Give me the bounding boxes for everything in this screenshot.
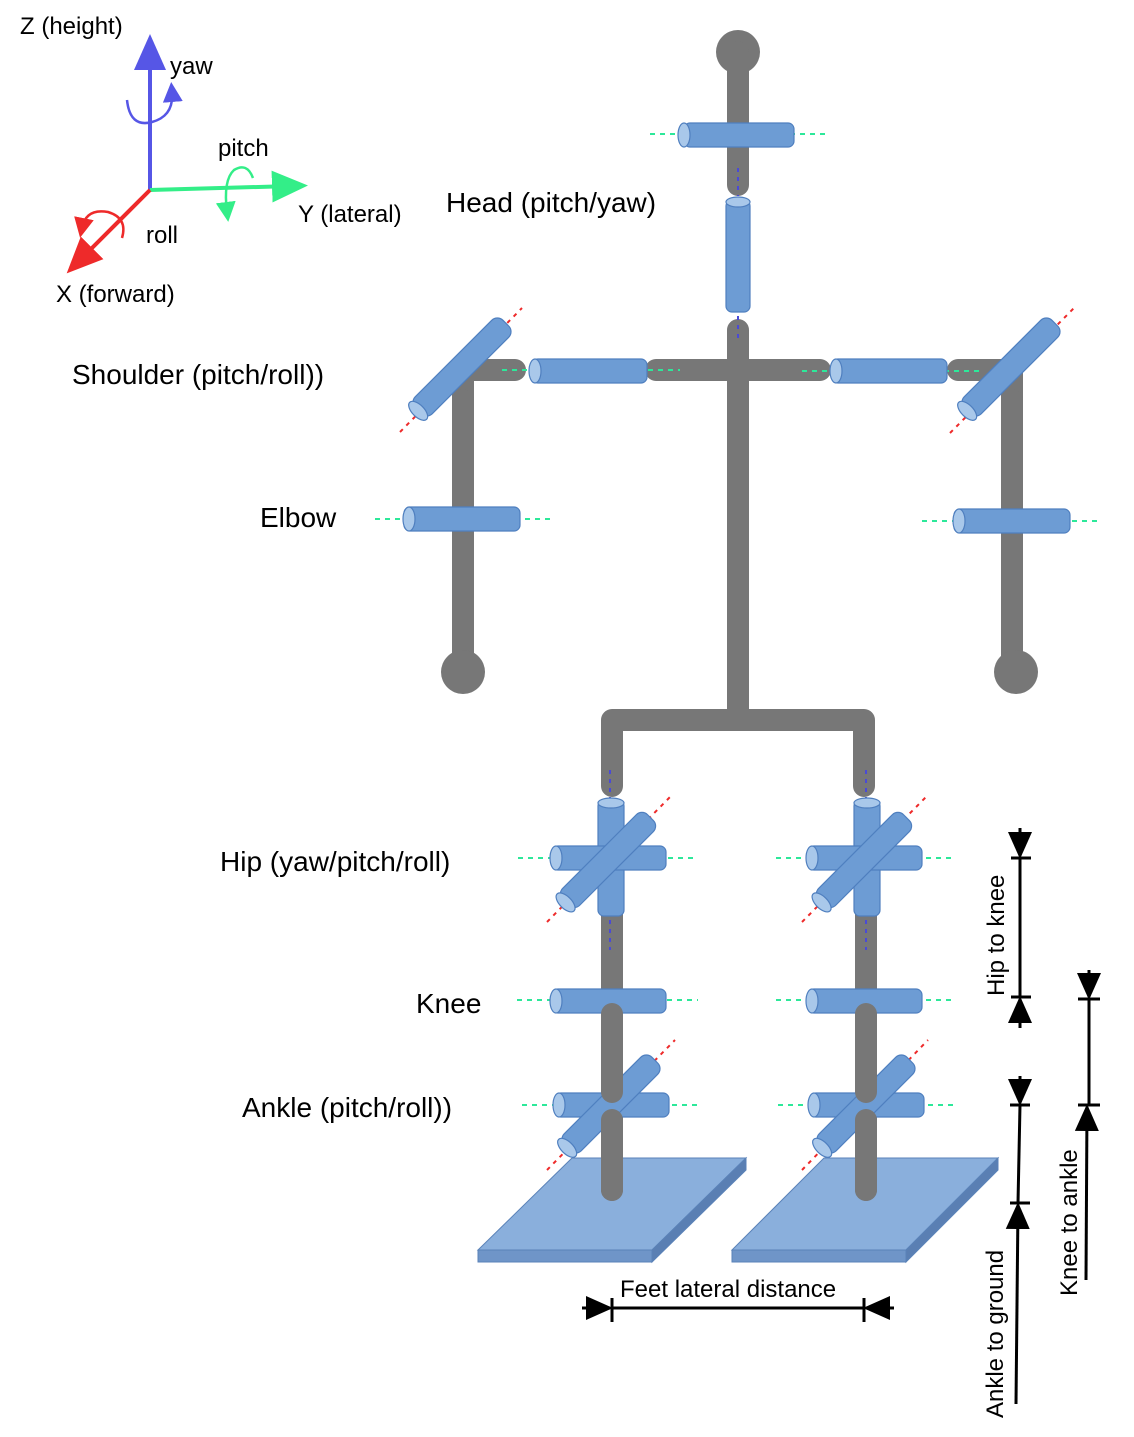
left-knee-actuator [549, 988, 667, 1014]
pitch-rotation-icon [215, 166, 255, 222]
right-hand [994, 650, 1038, 694]
feet-lateral-distance-label: Feet lateral distance [620, 1276, 836, 1303]
elbow-joint-label: Elbow [260, 502, 337, 533]
joint-labels: Head (pitch/yaw) Shoulder (pitch/roll)) … [72, 187, 656, 1123]
dimension-lines: Hip to knee Knee to ankle Ankle to groun… [582, 828, 1101, 1418]
head-yaw-actuator [725, 196, 751, 313]
z-axis-label: Z (height) [20, 13, 123, 40]
right-elbow-actuator [952, 508, 1071, 534]
roll-label: roll [146, 222, 178, 249]
hip-to-knee-label: Hip to knee [983, 875, 1010, 996]
right-shoulder-roll-actuator [957, 317, 1061, 421]
right-knee-actuator [805, 988, 923, 1014]
right-foot [730, 1156, 1000, 1264]
pitch-label: pitch [218, 135, 269, 162]
coordinate-frame: Z (height) yaw pitch Y (lateral) roll X … [20, 13, 402, 308]
spine-and-pelvis [601, 319, 875, 797]
left-hand [441, 650, 485, 694]
x-axis-arrow [66, 188, 152, 274]
shoulder-joint-label: Shoulder (pitch/roll)) [72, 359, 324, 390]
yaw-rotation-icon [125, 82, 183, 125]
right-ankle-actuators [807, 1054, 925, 1158]
head-joint-label: Head (pitch/yaw) [446, 187, 656, 218]
hip-joint-label: Hip (yaw/pitch/roll) [220, 846, 450, 877]
hip-to-knee-dimension: Hip to knee [983, 828, 1032, 1028]
y-axis-arrow [149, 170, 308, 203]
left-hip-actuators [549, 797, 667, 917]
ankle-joint-label: Ankle (pitch/roll)) [242, 1092, 452, 1123]
right-shoulder-pitch-actuator [829, 358, 948, 384]
roll-rotation-icon [74, 210, 125, 239]
left-shoulder-roll-actuator [408, 317, 512, 421]
ankle-to-ground-dimension: Ankle to ground [982, 1076, 1032, 1418]
ankle-to-ground-label: Ankle to ground [982, 1250, 1009, 1418]
x-axis-label: X (forward) [56, 281, 175, 308]
left-elbow-actuator [402, 506, 521, 532]
feet-lateral-distance-dimension: Feet lateral distance [582, 1276, 894, 1322]
left-foot [476, 1156, 748, 1264]
head-pitch-actuator [677, 122, 795, 148]
knee-joint-label: Knee [416, 988, 481, 1019]
knee-to-ankle-dimension: Knee to ankle [1056, 970, 1101, 1296]
y-axis-label: Y (lateral) [298, 201, 402, 228]
yaw-label: yaw [170, 53, 213, 80]
knee-to-ankle-label: Knee to ankle [1056, 1149, 1083, 1296]
right-hip-actuators [805, 797, 923, 917]
left-shoulder-pitch-actuator [528, 358, 648, 384]
actuators [402, 122, 1071, 1158]
leg-bone-overlays [601, 1003, 877, 1201]
